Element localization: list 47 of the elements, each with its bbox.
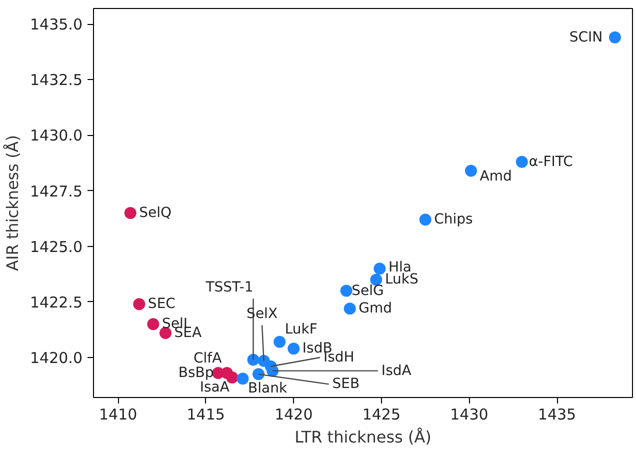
point: [274, 336, 286, 348]
x-tick-label: 1435: [538, 406, 576, 424]
annotation: IsdA: [381, 362, 412, 379]
point: [608, 31, 621, 44]
point: [236, 372, 249, 385]
point: [288, 342, 300, 355]
annotation: Gmd: [358, 300, 392, 317]
annotation: IsaA: [200, 379, 230, 396]
point: [464, 164, 477, 177]
y-tick-label: 1427.5: [30, 182, 83, 200]
y-tick-label: 1422.5: [30, 293, 83, 312]
y-tick-label: 1432.5: [30, 71, 83, 90]
annotation: Chips: [434, 212, 473, 228]
y-tick-label: 1430.0: [30, 126, 83, 145]
annotation: Amd: [480, 168, 512, 184]
x-tick-label: 1420: [274, 406, 313, 424]
annotation: TSST-1: [204, 279, 254, 296]
annotation: Blank: [248, 380, 288, 397]
annotation: ClfA: [193, 350, 222, 367]
annotation: LukS: [384, 272, 418, 288]
point: [419, 214, 432, 226]
x-tick-label: 1430: [450, 406, 488, 424]
annotation: SEB: [332, 376, 360, 392]
annotation: SelQ: [139, 205, 172, 222]
y-axis-title: AIR thickness (Å): [3, 135, 22, 271]
y-tick-label: 1425.0: [30, 238, 83, 256]
annotation: SCIN: [569, 29, 603, 46]
point: [252, 368, 265, 380]
y-tick-label: 1435.0: [30, 16, 83, 34]
x-tick-label: 1425: [362, 406, 401, 424]
annotation: α-FITC: [528, 154, 574, 170]
annotation: SEC: [148, 296, 176, 312]
point: [124, 207, 136, 219]
annotation: SelG: [352, 282, 384, 299]
point: [374, 262, 386, 275]
annotation: BsBp: [178, 365, 214, 382]
point: [133, 298, 146, 310]
point: [340, 284, 352, 297]
point: [516, 156, 528, 168]
x-tick-label: 1410: [98, 406, 138, 424]
point: [159, 327, 172, 340]
annotation: LukF: [284, 322, 318, 338]
x-axis-title: LTR thickness (Å): [294, 428, 432, 446]
point: [147, 318, 160, 330]
x-tick-label: 1415: [186, 406, 225, 424]
y-tick-label: 1420.0: [30, 348, 83, 367]
point: [344, 302, 356, 315]
